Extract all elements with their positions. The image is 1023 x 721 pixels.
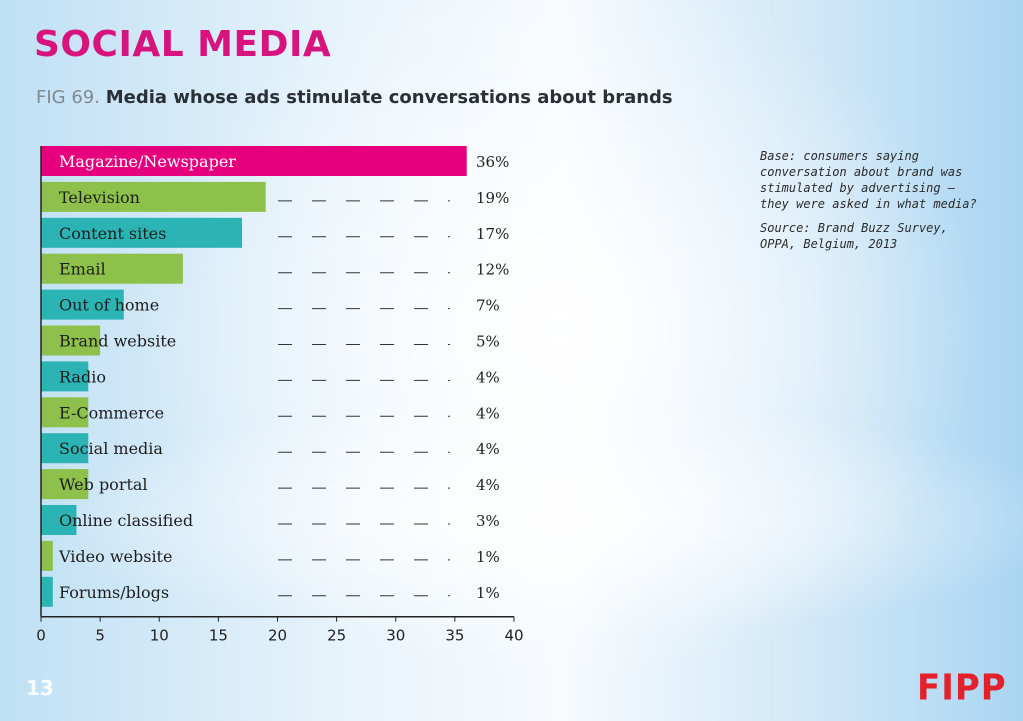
- bar: [41, 469, 89, 500]
- bar: [41, 217, 243, 248]
- value-label: 4%: [476, 440, 500, 458]
- category-label: Radio: [59, 367, 106, 386]
- x-tick-label: 10: [150, 627, 169, 645]
- value-label: 4%: [476, 404, 500, 422]
- x-tick-label: 0: [36, 627, 46, 645]
- fipp-logo: FIPP: [917, 667, 1007, 709]
- value-label: 4%: [476, 476, 500, 494]
- value-label: 36%: [476, 153, 509, 171]
- category-label: Social media: [59, 439, 163, 458]
- value-label: 17%: [476, 225, 509, 243]
- category-label: Email: [59, 260, 106, 279]
- x-tick-label: 40: [504, 627, 523, 645]
- value-label: 3%: [476, 512, 500, 530]
- x-tick-label: 25: [327, 627, 346, 645]
- x-tick-label: 30: [386, 627, 405, 645]
- value-label: 1%: [476, 548, 500, 566]
- bar: [41, 361, 89, 392]
- slide-title: SOCIAL MEDIA: [34, 24, 332, 65]
- category-label: Web portal: [59, 475, 148, 494]
- value-label: 7%: [476, 297, 500, 315]
- bar: [41, 433, 89, 464]
- category-label: Television: [59, 188, 140, 207]
- bar: [41, 181, 266, 212]
- bar: [41, 505, 77, 535]
- x-tick-label: 35: [445, 627, 464, 645]
- category-label: Forums/blogs: [59, 583, 169, 602]
- bar: [41, 146, 467, 176]
- bar: [41, 325, 101, 356]
- bar: [41, 253, 183, 284]
- figure-title: Media whose ads stimulate conversations …: [105, 87, 673, 108]
- value-label: 12%: [476, 261, 509, 279]
- bar: [41, 576, 53, 607]
- bar: [41, 289, 124, 320]
- x-tick-label: 15: [209, 627, 228, 645]
- base-note: Base: consumers saying conversation abou…: [760, 149, 977, 211]
- value-label: 1%: [476, 584, 500, 602]
- category-label: E-Commerce: [59, 403, 164, 422]
- page-number: 13: [26, 676, 54, 700]
- category-label: Magazine/Newspaper: [59, 152, 236, 171]
- value-label: 19%: [476, 189, 509, 207]
- value-label: 5%: [476, 333, 500, 351]
- chart-notes: Base: consumers saying conversation abou…: [760, 148, 990, 260]
- category-label: Online classified: [59, 511, 193, 530]
- category-label: Video website: [58, 547, 172, 566]
- figure-number: FIG 69.: [36, 87, 100, 108]
- bar: [41, 397, 89, 428]
- category-label: Content sites: [59, 224, 166, 243]
- source-note: Source: Brand Buzz Survey, OPPA, Belgium…: [760, 221, 948, 251]
- category-label: Out of home: [59, 296, 159, 315]
- category-label: Brand website: [59, 332, 176, 351]
- x-tick-label: 20: [268, 627, 287, 645]
- value-label: 4%: [476, 368, 500, 386]
- figure-caption: FIG 69. Media whose ads stimulate conver…: [36, 87, 673, 108]
- bar: [41, 540, 53, 571]
- x-tick-label: 5: [95, 627, 105, 645]
